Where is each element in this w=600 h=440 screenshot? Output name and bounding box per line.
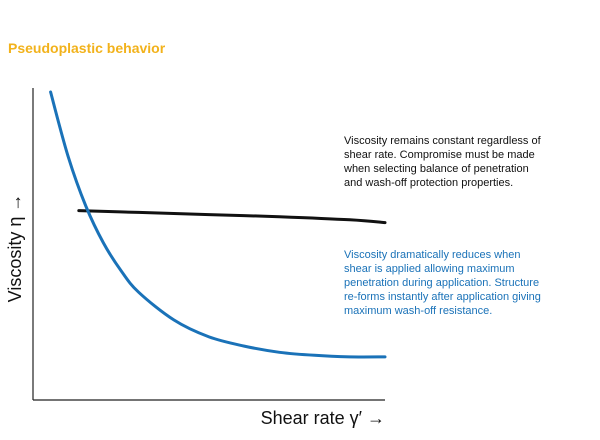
series-layer: [49, 90, 387, 359]
series-line-pseudoplastic: [49, 90, 387, 359]
axes: [32, 88, 385, 401]
annotation-constant-viscosity: Viscosity remains constant regardless of…: [344, 135, 541, 189]
y-axis-label: Viscosity η →: [5, 194, 25, 303]
x-axis-label: Shear rate γ′ →: [261, 408, 385, 428]
chart-title: Pseudoplastic behavior: [8, 40, 166, 56]
series-line-constant-viscosity: [77, 209, 387, 225]
annotation-pseudoplastic: Viscosity dramatically reduces when shea…: [344, 249, 541, 317]
